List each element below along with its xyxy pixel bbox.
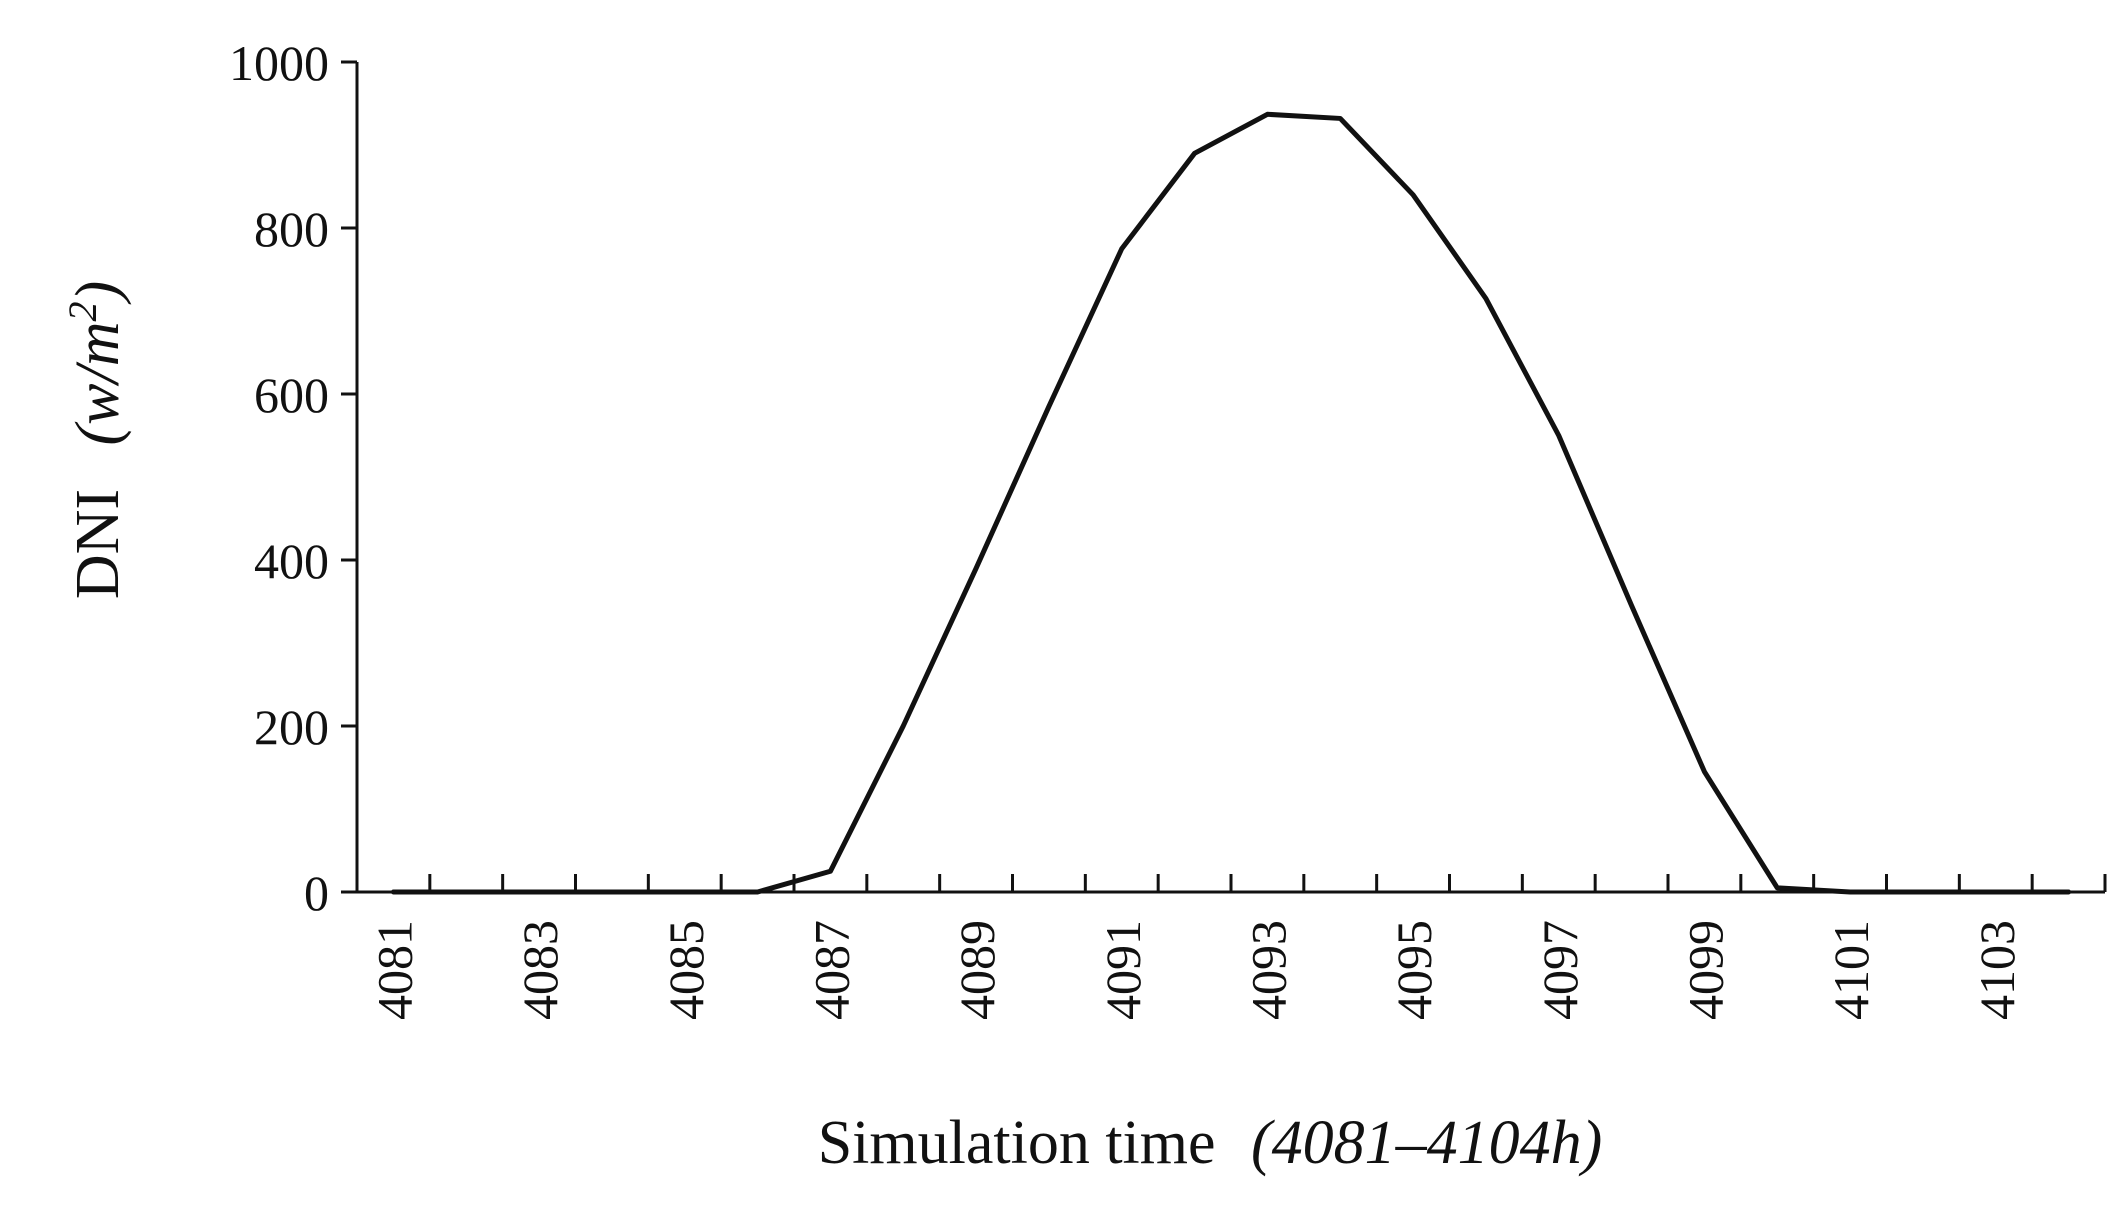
series-group xyxy=(390,111,2072,895)
y-tick-label: 400 xyxy=(254,533,329,589)
x-tick-label: 4081 xyxy=(366,920,422,1020)
x-axis-title: Simulation time (4081–4104h) xyxy=(818,1109,1603,1177)
x-tick-label: 4099 xyxy=(1677,920,1733,1020)
x-tick-label: 4085 xyxy=(658,920,714,1020)
y-axis: 0 200 400 600 800 1000 xyxy=(229,35,359,921)
y-axis-title-unit-close: ) xyxy=(64,281,132,305)
x-tick-label: 4095 xyxy=(1386,920,1442,1020)
y-ticks: 0 200 400 600 800 1000 xyxy=(229,35,357,921)
y-tick-label: 200 xyxy=(254,699,329,755)
y-tick-label: 0 xyxy=(304,865,329,921)
y-tick-label: 1000 xyxy=(229,35,329,91)
x-axis-title-main: Simulation time xyxy=(818,1109,1216,1177)
series-line xyxy=(390,111,2072,895)
x-tick-label: 4097 xyxy=(1532,920,1588,1020)
y-axis-title-main: DNI xyxy=(64,489,132,599)
y-axis-title-unit: (w/m xyxy=(64,321,132,445)
y-axis-title-unit-sup: 2 xyxy=(60,301,105,321)
y-tick-label: 800 xyxy=(254,201,329,257)
x-axis: 4081 4083 4085 4087 4089 4091 4093 4095 4097 4099… xyxy=(355,874,2107,1020)
x-tick-label: 4083 xyxy=(512,920,568,1020)
x-tick-label: 4103 xyxy=(1969,920,2025,1020)
x-tick-label: 4091 xyxy=(1095,920,1151,1020)
x-axis-title-unit: (4081–4104h) xyxy=(1251,1109,1602,1177)
x-tick-label: 4089 xyxy=(949,920,1005,1020)
x-ticks: 4081 4083 4085 4087 4089 4091 4093 4095 4097 4099… xyxy=(355,874,2107,1020)
y-tick-label: 600 xyxy=(254,367,329,423)
x-tick-label: 4101 xyxy=(1823,920,1879,1020)
x-tick-label: 4093 xyxy=(1240,920,1296,1020)
x-tick-label: 4087 xyxy=(803,920,859,1020)
y-axis-title: DNI (w/m2) xyxy=(60,281,133,599)
